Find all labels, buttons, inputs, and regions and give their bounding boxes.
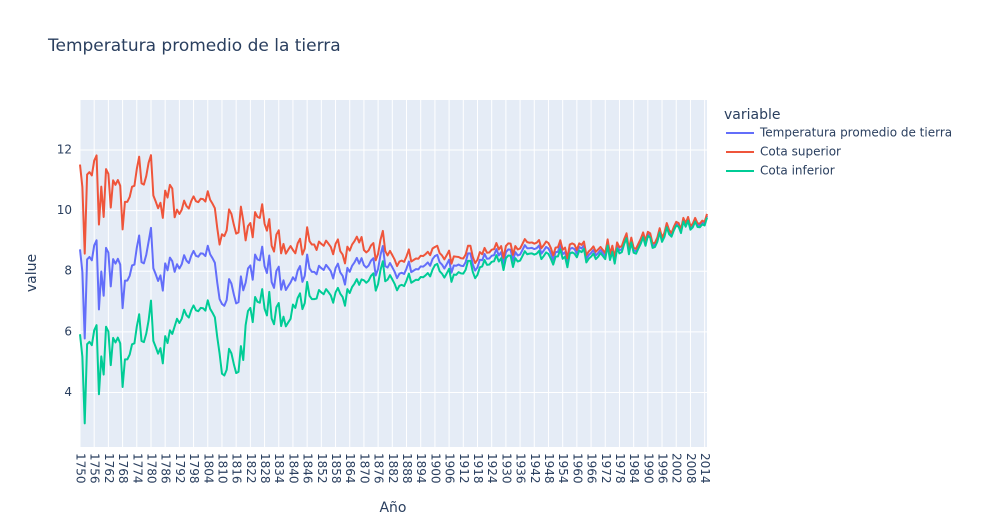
x-tick-label: 1756 — [88, 453, 102, 484]
x-tick-label: 1906 — [443, 453, 457, 484]
x-tick-label: 1762 — [102, 453, 116, 484]
x-axis-title: Año — [379, 500, 406, 516]
y-tick-label: 10 — [57, 203, 72, 217]
series-line — [79, 215, 708, 340]
x-tick-label: 1786 — [159, 453, 173, 484]
x-tick-label: 1900 — [428, 453, 442, 484]
x-tick-label: 1888 — [400, 453, 414, 484]
y-tick-label: 12 — [57, 143, 72, 157]
legend-label: Cota inferior — [760, 164, 835, 178]
x-tick-label: 1768 — [116, 453, 130, 484]
series-line — [79, 217, 708, 425]
x-tick-label: 1972 — [599, 453, 613, 484]
x-tick-label: 1990 — [641, 453, 655, 484]
x-tick-label: 1798 — [187, 453, 201, 484]
x-tick-label: 1792 — [173, 453, 187, 484]
x-tick-label: 2014 — [698, 453, 712, 484]
x-tick-label: 2002 — [670, 453, 684, 484]
x-tick-label: 1858 — [329, 453, 343, 484]
x-tick-label: 2008 — [684, 453, 698, 484]
x-tick-label: 1864 — [343, 453, 357, 484]
x-tick-label: 1966 — [585, 453, 599, 484]
x-tick-label: 1816 — [230, 453, 244, 484]
x-tick-label: 1918 — [471, 453, 485, 484]
y-tick-label: 8 — [64, 264, 72, 278]
x-tick-label: 1924 — [485, 453, 499, 484]
x-tick-label: 1822 — [244, 453, 258, 484]
x-tick-label: 1936 — [514, 453, 528, 484]
plot-area — [80, 100, 707, 447]
x-tick-label: 1882 — [386, 453, 400, 484]
x-tick-label: 1996 — [656, 453, 670, 484]
x-tick-label: 1804 — [201, 453, 215, 484]
x-tick-label: 1984 — [627, 453, 641, 484]
x-tick-label: 1960 — [570, 453, 584, 484]
x-tick-label: 1780 — [144, 453, 158, 484]
x-tick-label: 1750 — [74, 453, 88, 484]
legend-label: Temperatura promedio de tierra — [759, 126, 952, 140]
chart-title: Temperatura promedio de la tierra — [47, 36, 341, 56]
legend-label: Cota superior — [760, 145, 841, 159]
legend-title: variable — [724, 107, 780, 123]
y-tick-label: 6 — [64, 324, 72, 338]
x-tick-label: 1834 — [272, 453, 286, 484]
x-tick-label: 1870 — [357, 453, 371, 484]
x-tick-label: 1942 — [528, 453, 542, 484]
y-axis-title: value — [24, 254, 40, 292]
series-line — [79, 154, 708, 268]
x-tick-label: 1852 — [315, 453, 329, 484]
x-tick-label: 1774 — [130, 453, 144, 484]
x-tick-label: 1954 — [556, 453, 570, 484]
x-tick-label: 1912 — [457, 453, 471, 484]
y-tick-label: 4 — [64, 385, 72, 399]
x-tick-label: 1810 — [215, 453, 229, 484]
x-tick-label: 1828 — [258, 453, 272, 484]
x-tick-label: 1948 — [542, 453, 556, 484]
x-tick-label: 1978 — [613, 453, 627, 484]
x-tick-label: 1840 — [286, 453, 300, 484]
x-tick-label: 1846 — [301, 453, 315, 484]
x-tick-label: 1876 — [372, 453, 386, 484]
x-tick-label: 1930 — [499, 453, 513, 484]
x-tick-label: 1894 — [414, 453, 428, 484]
